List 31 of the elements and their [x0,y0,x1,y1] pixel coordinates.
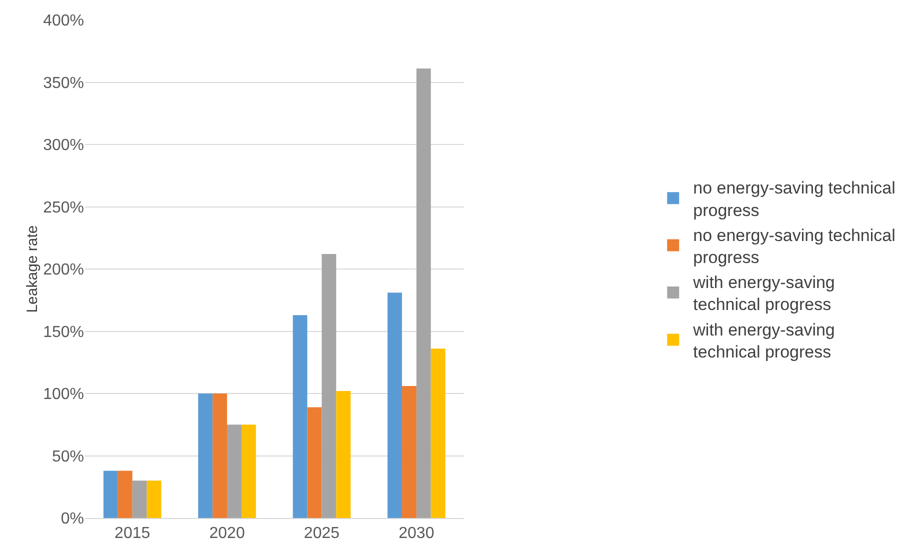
bar [402,386,416,518]
y-tick-label: 300% [43,137,84,154]
bar [198,394,213,518]
bar [132,480,147,518]
bar [227,424,242,518]
y-tick-label: 150% [43,324,84,341]
bar [292,315,308,518]
x-tick-label: 2025 [304,525,340,542]
bar [241,424,256,518]
bar [322,254,336,518]
bar [212,394,228,518]
y-tick-label: 100% [43,386,84,404]
bar [416,68,431,518]
y-tick-label: 350% [43,74,84,92]
x-tick-label: 2030 [398,525,434,542]
y-tick-label: 0% [60,510,84,528]
legend-label: with energy-saving technical progress [692,320,835,362]
bar [307,407,322,518]
x-tick-label: 2015 [114,525,150,542]
x-tick-label: 2020 [209,525,245,542]
bar [430,348,446,518]
bar [118,470,132,518]
y-tick-label: 50% [52,448,84,466]
y-tick-label: 250% [43,199,84,216]
bar [388,292,402,518]
bar [336,391,351,518]
bar [146,480,162,518]
bar [103,470,118,518]
y-tick-label: 200% [43,262,84,279]
y-tick-label: 400% [43,12,84,30]
y-axis-title: Leakage rate [24,225,42,313]
